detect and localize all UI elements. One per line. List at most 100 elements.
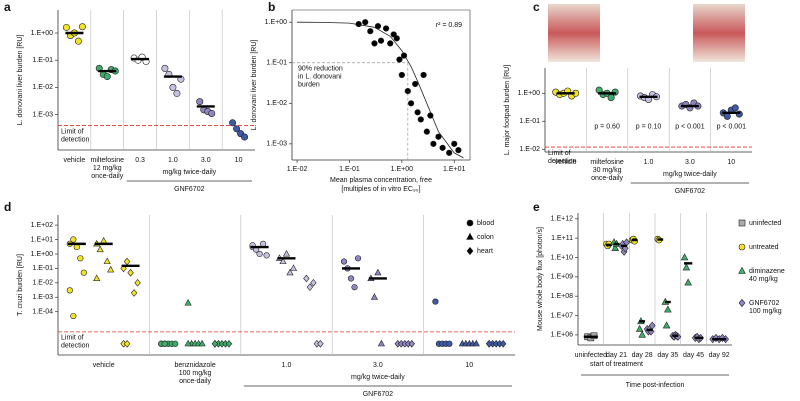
- marker: [684, 278, 692, 286]
- marker: [382, 25, 390, 32]
- y-tick-label: 1.E+01: [31, 236, 53, 243]
- y-tick-label: 1.E-01: [32, 265, 53, 272]
- x-axis-label: Time post-infection: [626, 382, 685, 389]
- marker: [62, 23, 70, 31]
- y-tick-label: 1.E-01: [519, 118, 540, 125]
- marker: [485, 339, 493, 348]
- marker: [466, 219, 474, 227]
- legend-label: 40 mg/kg: [749, 276, 778, 283]
- x-tick-label: vehicle: [64, 157, 86, 164]
- x-tick-label: day 21: [606, 352, 627, 359]
- marker: [73, 243, 80, 251]
- y-tick-label: 1.E+07: [551, 312, 573, 319]
- annotation: 90% reduction: [298, 66, 343, 73]
- p-value: p = 0.60: [594, 124, 620, 131]
- x-tick-label: 10: [235, 157, 243, 164]
- x-tick-label: 1.0: [644, 159, 654, 166]
- marker: [374, 23, 382, 30]
- marker: [412, 80, 419, 88]
- marker: [731, 104, 739, 112]
- x-tick-label: vehicle: [93, 362, 115, 369]
- x-tick-label: day 28: [632, 352, 653, 359]
- compound-label: GNF6702: [675, 188, 705, 195]
- annotation: start of treatment: [590, 361, 643, 368]
- marker: [279, 257, 287, 265]
- y-tick-label: 1.E-02: [519, 146, 540, 153]
- detection-label: Limit of: [548, 150, 571, 157]
- marker: [407, 100, 415, 107]
- marker: [66, 287, 73, 294]
- y-tick-label: 1.E-02: [32, 280, 53, 287]
- panel-label: b: [268, 0, 275, 14]
- marker: [100, 236, 108, 244]
- marker: [664, 305, 672, 313]
- marker: [351, 284, 358, 291]
- x-tick-label: 3.0: [373, 362, 383, 369]
- annotation: in L. donovani: [298, 74, 342, 81]
- y-tick-label: 1.E-03: [32, 294, 53, 301]
- marker: [134, 278, 141, 287]
- marker: [466, 232, 474, 240]
- marker: [723, 112, 731, 120]
- x-tick-label: 100 mg/kg: [179, 370, 212, 377]
- photo-treated: [693, 4, 745, 62]
- legend-label: 100 mg/kg: [749, 308, 782, 315]
- marker: [682, 263, 691, 271]
- marker: [225, 339, 233, 348]
- x-tick-label: 1.E-01: [339, 166, 360, 173]
- group-label: mg/kg twice-daily: [663, 171, 717, 178]
- legend-label: colon: [477, 234, 494, 241]
- x-tick-label: day 92: [709, 352, 730, 359]
- marker: [169, 83, 177, 91]
- detection-label: Limit of: [61, 128, 84, 135]
- x-tick-label: once-daily: [91, 173, 123, 180]
- marker: [362, 19, 369, 26]
- x-tick-label: benznidazole: [174, 362, 215, 369]
- p-value: p = 0.10: [636, 124, 662, 131]
- marker: [347, 275, 355, 282]
- marker: [396, 56, 403, 63]
- p-value: p < 0.001: [675, 124, 704, 131]
- panel-label: c: [533, 0, 540, 14]
- marker: [451, 140, 458, 147]
- marker: [466, 246, 474, 256]
- y-tick-label: 1.E-03: [32, 111, 53, 118]
- marker: [680, 253, 689, 261]
- marker: [404, 88, 411, 95]
- marker: [70, 312, 77, 320]
- marker: [208, 109, 216, 117]
- group-label: mg/kg twice-daily: [351, 374, 405, 381]
- x-tick-label: 1.E+00: [391, 166, 413, 173]
- y-tick-label: 1.E+00: [518, 90, 540, 97]
- marker: [417, 116, 424, 123]
- marker: [78, 23, 86, 31]
- y-axis-label: Mouse whole body flux [photon/s]: [537, 227, 544, 331]
- marker: [123, 257, 131, 266]
- marker: [289, 264, 298, 271]
- x-tick-label: 3.0: [685, 159, 695, 166]
- marker: [229, 119, 237, 127]
- marker: [130, 289, 138, 297]
- x-tick-label: once-daily: [179, 378, 211, 385]
- compound-label: GNF6702: [174, 186, 204, 193]
- marker: [74, 37, 82, 45]
- photo-vehicle: [548, 4, 600, 62]
- marker: [96, 245, 104, 253]
- marker: [423, 128, 430, 135]
- x-tick-label: day 35: [657, 352, 678, 359]
- marker: [408, 339, 415, 348]
- detection-label: detection: [61, 343, 90, 350]
- y-axis-label: T. cruzi burden [RU]: [17, 254, 24, 316]
- marker: [107, 265, 115, 273]
- marker: [738, 266, 746, 274]
- marker: [173, 89, 181, 97]
- marker: [377, 37, 385, 44]
- p-value: p < 0.001: [717, 124, 746, 131]
- marker: [430, 140, 437, 147]
- marker: [607, 94, 615, 102]
- marker: [611, 244, 620, 251]
- marker: [374, 268, 382, 276]
- marker: [196, 98, 204, 106]
- marker: [387, 40, 394, 47]
- marker: [256, 250, 263, 258]
